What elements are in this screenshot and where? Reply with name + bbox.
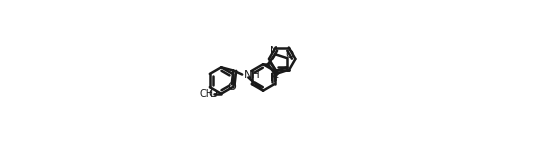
Text: O: O bbox=[286, 50, 294, 60]
Text: NH: NH bbox=[244, 70, 260, 80]
Text: CH₃: CH₃ bbox=[199, 89, 217, 99]
Text: O: O bbox=[208, 89, 217, 99]
Text: F: F bbox=[272, 74, 279, 84]
Text: O: O bbox=[227, 82, 236, 92]
Text: N: N bbox=[270, 73, 278, 83]
Text: N: N bbox=[270, 46, 278, 56]
